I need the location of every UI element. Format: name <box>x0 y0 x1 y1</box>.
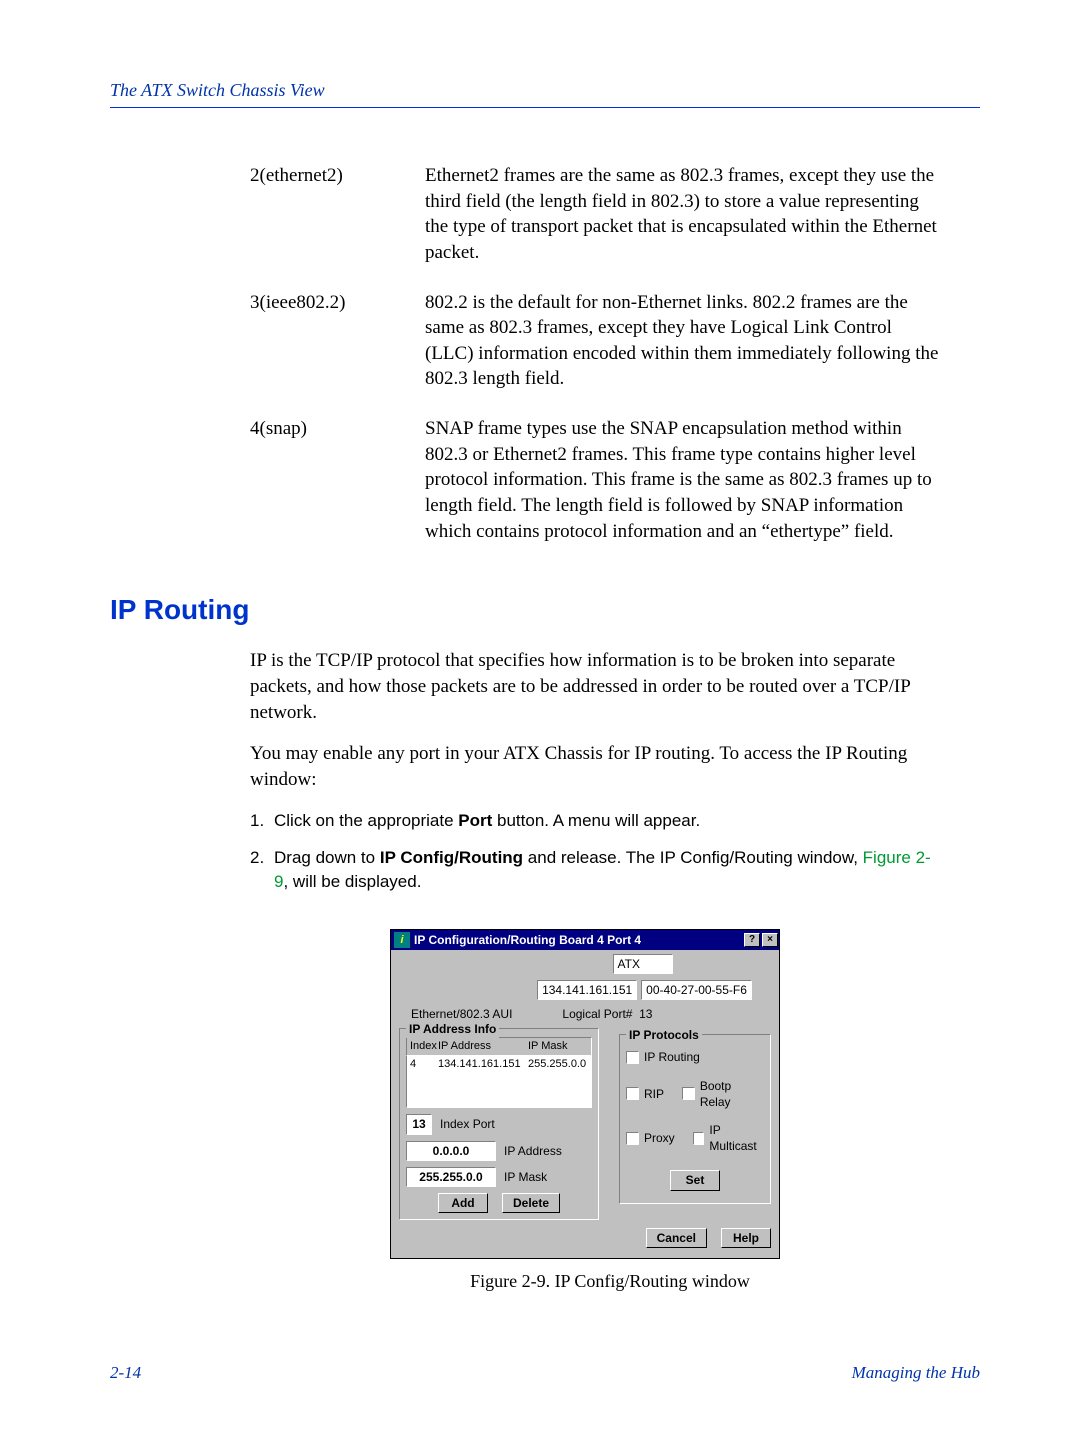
def-term: 3(ieee802.2) <box>250 290 425 393</box>
delete-button[interactable]: Delete <box>502 1193 560 1213</box>
def-row: 4(snap) SNAP frame types use the SNAP en… <box>250 416 940 544</box>
group-title: IP Address Info <box>406 1021 499 1037</box>
titlebar: i IP Configuration/Routing Board 4 Port … <box>391 930 779 950</box>
ip-config-dialog: i IP Configuration/Routing Board 4 Port … <box>390 929 780 1259</box>
cell-mask: 255.255.0.0 <box>528 1057 588 1072</box>
app-icon: i <box>394 932 410 948</box>
index-port-input[interactable]: 13 <box>406 1114 432 1134</box>
step-number: 1. <box>250 809 274 833</box>
port-label: Logical Port# <box>562 1007 632 1021</box>
th-ip: IP Address <box>435 1038 525 1055</box>
page-header: The ATX Switch Chassis View <box>110 80 980 108</box>
device-ip: 134.141.161.151 <box>537 980 637 1000</box>
proxy-label: Proxy <box>644 1130 675 1146</box>
add-button[interactable]: Add <box>438 1193 488 1213</box>
def-term: 4(snap) <box>250 416 425 544</box>
step-number: 2. <box>250 846 274 894</box>
def-row: 2(ethernet2) Ethernet2 frames are the sa… <box>250 163 940 266</box>
proxy-checkbox[interactable] <box>626 1132 639 1145</box>
table-row[interactable]: 4 134.141.161.151 255.255.0.0 <box>407 1056 591 1073</box>
text: Click on the appropriate <box>274 811 458 830</box>
multicast-checkbox[interactable] <box>693 1132 705 1145</box>
help-button[interactable]: Help <box>721 1228 771 1248</box>
text: , will be displayed. <box>283 872 421 891</box>
step-2: 2. Drag down to IP Config/Routing and re… <box>250 846 940 894</box>
ip-routing-label: IP Routing <box>644 1049 700 1065</box>
step-text: Click on the appropriate Port button. A … <box>274 809 940 833</box>
text: and release. The IP Config/Routing windo… <box>523 848 863 867</box>
help-icon[interactable]: ? <box>744 933 760 947</box>
page-number: 2-14 <box>110 1363 141 1383</box>
bootp-checkbox[interactable] <box>682 1087 695 1100</box>
window-title: IP Configuration/Routing Board 4 Port 4 <box>414 932 641 948</box>
def-row: 3(ieee802.2) 802.2 is the default for no… <box>250 290 940 393</box>
port-number: 13 <box>639 1007 652 1021</box>
text: Drag down to <box>274 848 380 867</box>
rip-label: RIP <box>644 1086 664 1102</box>
text: button. A menu will appear. <box>492 811 700 830</box>
bootp-label: Bootp Relay <box>700 1078 764 1110</box>
th-mask: IP Mask <box>525 1038 591 1055</box>
ip-mask-label: IP Mask <box>504 1169 547 1185</box>
interface-label: Ethernet/802.3 AUI <box>411 1006 512 1022</box>
step-1: 1. Click on the appropriate Port button.… <box>250 809 940 833</box>
ip-address-input[interactable]: 0.0.0.0 <box>406 1141 496 1161</box>
def-desc: Ethernet2 frames are the same as 802.3 f… <box>425 163 940 266</box>
footer-title: Managing the Hub <box>852 1363 980 1383</box>
ip-mask-input[interactable]: 255.255.0.0 <box>406 1167 496 1187</box>
set-button[interactable]: Set <box>670 1170 720 1190</box>
page-footer: 2-14 Managing the Hub <box>110 1363 980 1383</box>
table-body[interactable]: 4 134.141.161.151 255.255.0.0 <box>406 1056 592 1108</box>
figure-caption: Figure 2-9. IP Config/Routing window <box>280 1269 940 1293</box>
paragraph: IP is the TCP/IP protocol that specifies… <box>250 648 940 725</box>
bold-text: Port <box>458 811 492 830</box>
definition-list: 2(ethernet2) Ethernet2 frames are the sa… <box>250 163 940 544</box>
close-icon[interactable]: × <box>762 933 778 947</box>
th-index: Index <box>407 1038 435 1055</box>
def-desc: 802.2 is the default for non-Ethernet li… <box>425 290 940 393</box>
step-text: Drag down to IP Config/Routing and relea… <box>274 846 940 894</box>
cell-ip: 134.141.161.151 <box>438 1057 528 1072</box>
paragraph: You may enable any port in your ATX Chas… <box>250 741 940 792</box>
group-title: IP Protocols <box>626 1027 702 1043</box>
cancel-button[interactable]: Cancel <box>646 1228 707 1248</box>
ip-routing-checkbox[interactable] <box>626 1051 639 1064</box>
device-mac: 00-40-27-00-55-F6 <box>641 980 752 1000</box>
multicast-label: IP Multicast <box>709 1122 764 1154</box>
rip-checkbox[interactable] <box>626 1087 639 1100</box>
cell-index: 4 <box>410 1057 438 1072</box>
ip-protocols-group: IP Protocols IP Routing RIP <box>619 1034 771 1203</box>
table-header: Index IP Address IP Mask <box>406 1037 592 1056</box>
def-term: 2(ethernet2) <box>250 163 425 266</box>
bold-text: IP Config/Routing <box>380 848 523 867</box>
index-port-label: Index Port <box>440 1116 495 1132</box>
def-desc: SNAP frame types use the SNAP encapsulat… <box>425 416 940 544</box>
section-heading: IP Routing <box>110 594 980 626</box>
device-name: ATX <box>613 954 673 974</box>
ip-address-label: IP Address <box>504 1143 562 1159</box>
ip-address-info-group: IP Address Info Index IP Address IP Mask… <box>399 1028 599 1220</box>
